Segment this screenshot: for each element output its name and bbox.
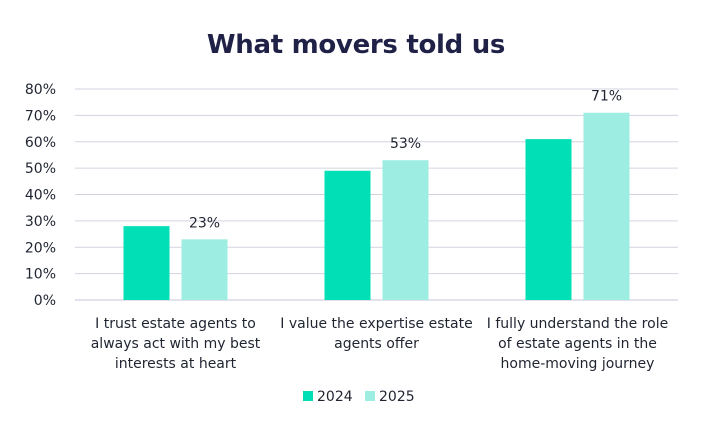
bars	[123, 112, 630, 300]
data-label: 71%	[591, 89, 622, 105]
legend-swatch-2025	[365, 391, 375, 401]
category-label: I fully understand the role of estate age…	[487, 316, 668, 372]
y-tick-label: 60%	[25, 135, 56, 151]
bar-2025-2	[583, 112, 630, 300]
y-tick-label: 80%	[25, 82, 56, 98]
category-label-line: home-moving journey	[501, 356, 655, 372]
category-label: I trust estate agents to always act with …	[91, 316, 261, 372]
category-label-line: I trust estate agents to	[95, 316, 256, 332]
y-tick-label: 20%	[25, 240, 56, 256]
bar-2025-1	[382, 160, 429, 300]
y-axis-ticks: 0% 10% 20% 30% 40% 50% 60% 70% 80%	[25, 82, 56, 309]
legend: 2024 2025	[303, 389, 415, 405]
y-tick-label: 0%	[34, 293, 56, 309]
y-tick-label: 10%	[25, 267, 56, 283]
bar-2025-0	[181, 239, 228, 300]
y-tick-label: 40%	[25, 188, 56, 204]
data-label: 23%	[189, 215, 220, 231]
gridlines	[75, 88, 678, 301]
category-label-line: agents offer	[334, 336, 419, 352]
legend-swatch-2024	[303, 391, 313, 401]
category-label-line: I value the expertise estate	[280, 316, 472, 332]
category-label-line: I fully understand the role	[487, 316, 668, 332]
bar-2024-2	[525, 139, 572, 300]
bar-2024-0	[123, 226, 170, 300]
category-label-line: always act with my best	[91, 336, 261, 352]
bar-2024-1	[324, 170, 371, 300]
category-label-line: of estate agents in the	[498, 336, 657, 352]
data-labels: 23% 53% 71%	[189, 89, 622, 232]
legend-label-2024: 2024	[317, 389, 353, 405]
category-label: I value the expertise estate agents offer	[280, 316, 472, 352]
legend-label-2025: 2025	[379, 389, 415, 405]
data-label: 53%	[390, 136, 421, 152]
chart-title: What movers told us	[206, 30, 506, 60]
category-label-line: interests at heart	[115, 356, 237, 372]
y-tick-label: 50%	[25, 161, 56, 177]
y-tick-label: 70%	[25, 108, 56, 124]
category-labels: I trust estate agents to always act with …	[91, 316, 668, 372]
y-tick-label: 30%	[25, 214, 56, 230]
